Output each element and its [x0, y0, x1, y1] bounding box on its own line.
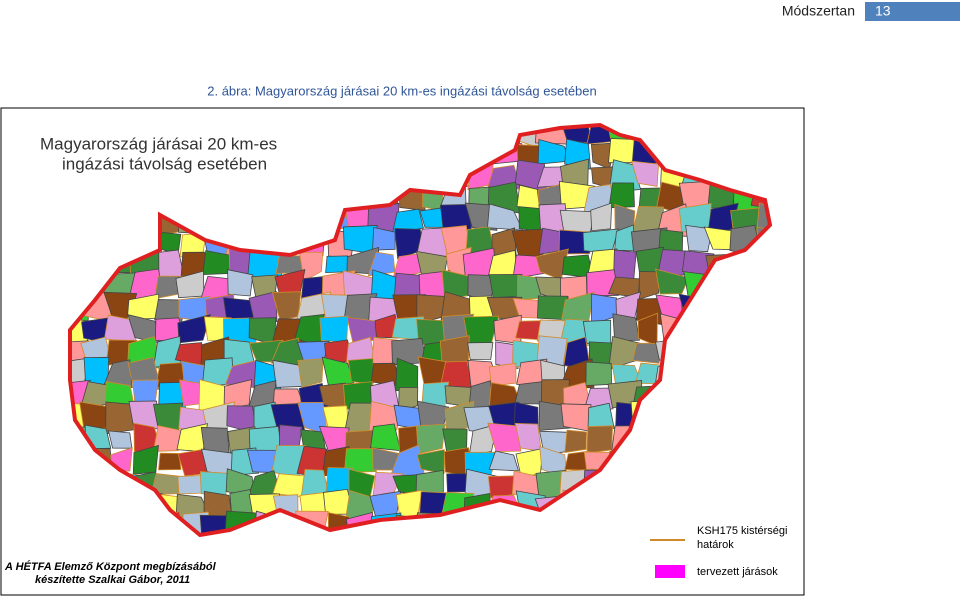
- region: [685, 224, 713, 253]
- region: [391, 208, 424, 235]
- region: [158, 452, 182, 471]
- region: [582, 319, 612, 345]
- region: [613, 249, 637, 282]
- credit: készítette Szalkai Gábor, 2011: [35, 574, 190, 586]
- region: [488, 450, 520, 472]
- region: [585, 361, 612, 386]
- region: [655, 268, 690, 295]
- region: [297, 358, 324, 388]
- region: [586, 425, 614, 454]
- region: [346, 316, 379, 343]
- region: [638, 271, 661, 300]
- region: [416, 449, 445, 474]
- region: [321, 356, 355, 388]
- legend-label: KSH175 kistérségi: [697, 525, 788, 537]
- region: [372, 226, 396, 251]
- legend-swatch: [655, 565, 685, 578]
- region: [487, 422, 522, 452]
- region: [632, 342, 663, 364]
- map-title: Magyarország járásai 20 km-es: [40, 134, 277, 153]
- region: [564, 429, 588, 454]
- region: [656, 249, 689, 278]
- region: [612, 313, 640, 342]
- region: [608, 182, 635, 209]
- region: [488, 274, 523, 299]
- region: [415, 423, 446, 455]
- page-number: 13: [875, 3, 891, 19]
- region: [347, 358, 374, 385]
- region: [590, 202, 613, 232]
- region: [756, 202, 770, 237]
- page-badge: [865, 2, 960, 21]
- region: [488, 362, 517, 387]
- region: [248, 290, 278, 323]
- section-name: Módszertan: [782, 3, 855, 19]
- region: [202, 250, 232, 276]
- figure-caption: 2. ábra: Magyarország járásai 20 km-es i…: [207, 83, 597, 98]
- region: [587, 402, 615, 429]
- legend-label: tervezett járások: [697, 566, 778, 578]
- region: [227, 269, 254, 297]
- region: [467, 342, 494, 361]
- region: [177, 314, 211, 344]
- region: [152, 425, 186, 452]
- credit: A HÉTFA Elemző Központ megbízásából: [4, 560, 217, 573]
- region: [223, 379, 253, 410]
- region: [275, 254, 303, 274]
- region: [103, 359, 133, 389]
- legend-label: határok: [697, 539, 734, 551]
- region: [343, 448, 377, 473]
- map-title: ingázási távolság esetében: [62, 154, 267, 173]
- region: [319, 315, 349, 344]
- region: [107, 430, 133, 449]
- region: [560, 403, 592, 432]
- region: [631, 160, 659, 187]
